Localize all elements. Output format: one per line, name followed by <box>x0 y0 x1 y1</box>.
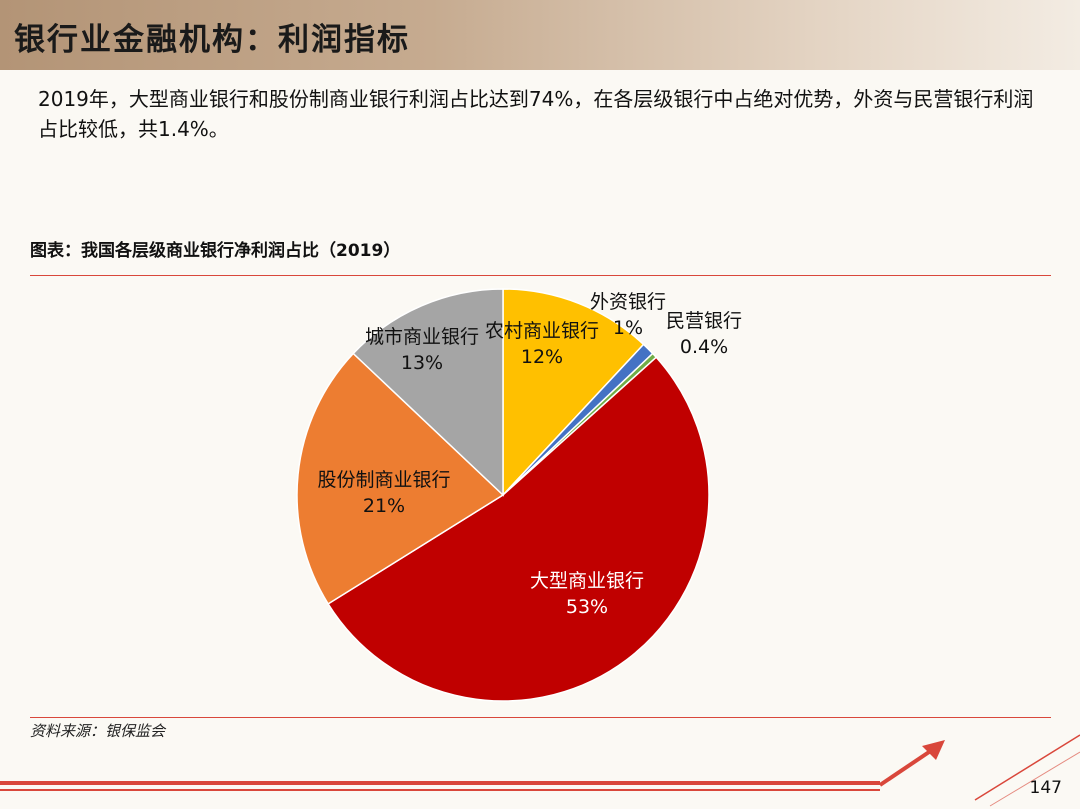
chart-title-underline <box>30 275 1051 276</box>
title-bar: 银行业金融机构：利润指标 <box>0 0 1080 70</box>
slice-name-label: 外资银行 <box>590 291 666 313</box>
slice-name-label: 城市商业银行 <box>365 326 479 348</box>
trend-arrow-icon <box>922 740 945 760</box>
page-title: 银行业金融机构：利润指标 <box>14 22 410 58</box>
slice-value-label: 0.4% <box>680 336 728 358</box>
slice-name-label: 大型商业银行 <box>530 570 644 592</box>
slice-value-label: 21% <box>363 495 405 517</box>
slice-name-label: 股份制商业银行 <box>317 469 450 491</box>
pie-slice <box>296 352 505 605</box>
slice-name-label: 农村商业银行 <box>485 320 599 342</box>
slice-value-label: 1% <box>613 317 643 339</box>
slice-value-label: 53% <box>566 596 608 618</box>
summary-text: 2019年，大型商业银行和股份制商业银行利润占比达到74%，在各层级银行中占绝对… <box>38 87 1034 141</box>
pie-slice <box>327 356 710 702</box>
source-note: 资料来源：银保监会 <box>30 722 166 740</box>
page-number: 147 <box>1029 778 1062 798</box>
source-divider <box>30 717 1051 718</box>
slice-value-label: 12% <box>521 346 563 368</box>
pie-slice <box>502 288 645 497</box>
slice-name-label: 民营银行 <box>666 310 742 332</box>
pie-slice <box>352 288 504 497</box>
slice-value-label: 13% <box>401 352 443 374</box>
chart-title: 图表：我国各层级商业银行净利润占比（2019） <box>30 241 401 261</box>
